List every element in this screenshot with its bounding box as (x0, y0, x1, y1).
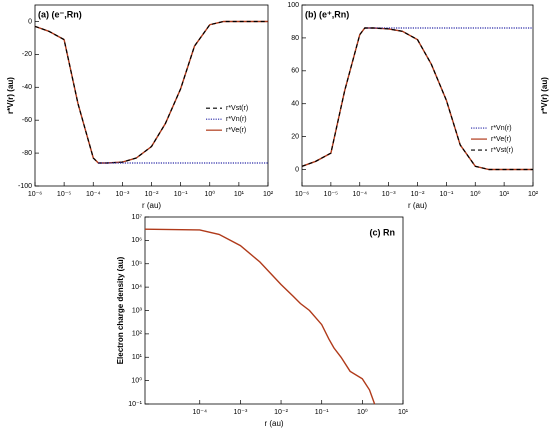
y-tick-label: -80 (22, 150, 32, 157)
y-tick-label: 40 (291, 101, 299, 108)
series-line (34, 20, 268, 164)
x-tick-label: 10¹ (234, 191, 245, 198)
y-axis-label: r*V(r) (au) (6, 77, 15, 114)
legend-label: r*Vn(r) (491, 125, 512, 132)
x-axis-label: r (au) (408, 201, 427, 210)
legend-label: r*Vst(r) (226, 105, 248, 112)
x-tick-label: 10⁻⁴ (192, 409, 207, 416)
x-tick-label: 10⁻² (145, 191, 159, 198)
y-tick-label: 10² (132, 331, 143, 338)
x-axis-label: r (au) (264, 419, 283, 428)
x-tick-label: 10⁻² (274, 409, 288, 416)
plot-frame (34, 4, 269, 187)
x-tick-label: 10⁰ (204, 190, 215, 198)
y-tick-label: 100 (287, 2, 299, 9)
legend-label: r*Ve(r) (491, 136, 511, 143)
legend-label: r*Vst(r) (491, 147, 513, 154)
y-tick-label: 10⁴ (131, 284, 142, 291)
y-tick-label: -20 (22, 51, 32, 58)
y-tick-label: -60 (22, 117, 32, 124)
y-tick-label: 60 (291, 68, 299, 75)
y-tick-label: -40 (22, 84, 32, 91)
legend-label: r*Vn(r) (226, 116, 247, 123)
y-tick-label: 10¹ (132, 354, 143, 361)
x-tick-label: 10⁻³ (382, 191, 396, 198)
x-tick-label: 10⁻⁴ (353, 191, 368, 198)
x-axis-label: r (au) (142, 201, 161, 210)
panel-title: (a) (e⁻,Rn) (38, 9, 82, 19)
y-tick-label: 10⁰ (131, 376, 142, 384)
x-tick-label: 10⁻¹ (174, 191, 188, 198)
y-tick-label: 10³ (132, 307, 143, 314)
y-tick-label: 10⁻¹ (128, 401, 142, 408)
legend-label: r*Ve(r) (226, 127, 246, 134)
y-tick-label: -100 (18, 183, 32, 190)
y-tick-label: 10⁵ (131, 261, 142, 268)
series-line (144, 228, 376, 405)
x-tick-label: 10⁻⁵ (57, 191, 71, 198)
series-line (301, 27, 533, 171)
series-line (34, 20, 268, 164)
x-tick-label: 10⁻⁶ (28, 191, 42, 198)
x-tick-label: 10² (528, 191, 539, 198)
x-tick-label: 10⁻⁴ (86, 191, 101, 198)
x-tick-label: 10² (263, 191, 274, 198)
plot-frame (144, 216, 404, 405)
x-tick-label: 10⁻³ (233, 409, 247, 416)
y-axis-label: Electron charge density (au) (116, 256, 125, 364)
x-tick-label: 10⁻⁶ (295, 191, 309, 198)
y-tick-label: 10⁷ (132, 214, 143, 221)
panel-title: (c) Rn (370, 227, 396, 237)
y-tick-label: 80 (291, 35, 299, 42)
panel-title: (b) (e⁺,Rn) (305, 9, 349, 19)
x-tick-label: 10⁻¹ (315, 409, 329, 416)
x-tick-label: 10¹ (398, 409, 409, 416)
x-tick-label: 10⁻² (411, 191, 425, 198)
y-tick-label: 20 (291, 133, 299, 140)
x-tick-label: 10⁻¹ (439, 191, 453, 198)
x-tick-label: 10⁻⁵ (324, 191, 338, 198)
x-tick-label: 10⁻³ (115, 191, 129, 198)
y-tick-label: 0 (28, 18, 32, 25)
y-axis-label: r*V(r) (au) (540, 77, 549, 114)
y-tick-label: 10⁶ (131, 237, 142, 244)
x-tick-label: 10⁰ (470, 190, 481, 198)
x-tick-label: 10¹ (499, 191, 510, 198)
x-tick-label: 10⁰ (357, 408, 368, 416)
y-tick-label: 0 (295, 166, 299, 173)
plot-frame (301, 4, 534, 187)
